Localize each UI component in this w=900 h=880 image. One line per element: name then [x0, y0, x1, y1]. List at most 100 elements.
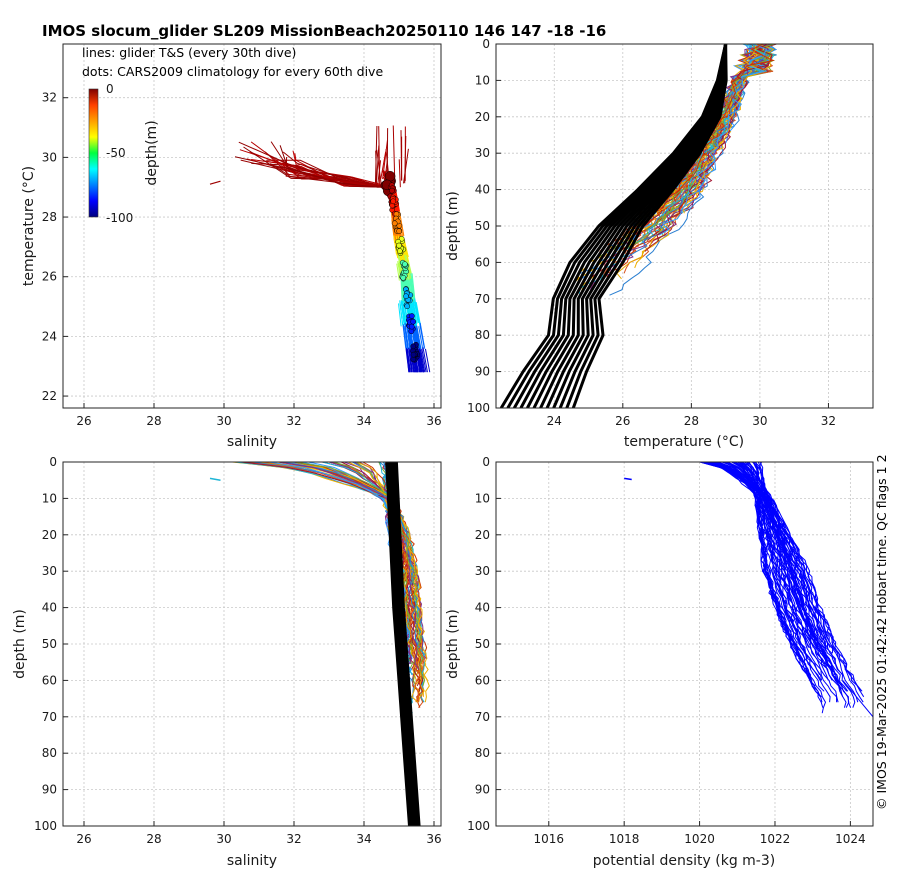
ts-climatology-dot-2-13 [390, 198, 397, 205]
temp-ytick-label-10: 100 [467, 401, 490, 415]
colorbar-tick-0: 0 [106, 82, 114, 96]
sal-plot-frame [62, 461, 442, 827]
ts-tick-labels: 26 28 30 32 34 36 22 24 26 28 30 32 [42, 91, 442, 428]
temp-tick-labels: 24 26 28 30 32 0 10 20 30 40 50 60 70 80 90 100 [467, 37, 836, 428]
sal-ytick-label-10: 100 [34, 819, 57, 833]
dens-deep-segment [842, 680, 873, 718]
dens-tick-labels: 1016 1018 1020 1022 102401020304050607080901… [467, 455, 866, 846]
ts-profile-27-seg-6 [412, 302, 418, 326]
ts-profile-31-seg-6 [399, 300, 404, 325]
sal-xtick-label-1: 28 [146, 832, 161, 846]
ts-climatology-dot-3-13 [396, 228, 402, 234]
sal-xtick-label-0: 26 [76, 832, 91, 846]
ts-profile-23-seg-3 [403, 243, 409, 262]
ts-fresh-streak-25 [289, 163, 392, 188]
ts-profile-12-seg-8 [421, 348, 427, 373]
sal-profile-53 [278, 462, 420, 670]
temp-plot-frame [495, 43, 874, 409]
ts-ylabel: temperature (°C) [21, 166, 37, 286]
ts-gridlines [63, 44, 441, 408]
ts-profile-3-seg-5 [411, 273, 416, 299]
ts-ytick-label-1: 24 [42, 329, 57, 343]
temp-xlabel: temperature (°C) [624, 434, 744, 450]
sal-ytick-label-6: 60 [42, 673, 57, 687]
ts-xlabel: salinity [227, 434, 277, 450]
sal-gridlines [63, 461, 441, 827]
temp-ytick-label-7: 70 [475, 292, 490, 306]
sal-climatology-11 [394, 462, 421, 826]
sal-ytick-label-2: 20 [42, 528, 57, 542]
temp-ytick-label-3: 30 [475, 146, 490, 160]
sal-ytick-label-7: 70 [42, 710, 57, 724]
dens-ylabel: depth (m) [445, 609, 461, 679]
ts-climatology-dot-8-6 [410, 356, 417, 363]
dens-ytick-label-0: 0 [482, 455, 490, 469]
ts-xtick-label-3: 32 [286, 414, 301, 428]
ts-xtick-label-2: 30 [216, 414, 231, 428]
ts-climatology-dot-7-12 [410, 318, 417, 325]
ts-surface-spike-12 [380, 151, 387, 179]
dens-ytick-label-1: 10 [475, 491, 490, 505]
sal-xtick-label-5: 36 [426, 832, 441, 846]
ts-profile-13-seg-7 [419, 322, 426, 348]
ts-xtick-label-4: 34 [356, 414, 371, 428]
sal-ytick-label-8: 80 [42, 746, 57, 760]
dens-xtick-label-2: 1020 [684, 832, 715, 846]
ts-climatology-dot-1-12 [389, 187, 395, 194]
ts-climatology-dot-5-13 [401, 261, 408, 268]
ts-surface-spike-15 [378, 126, 381, 185]
sal-ytick-label-4: 40 [42, 601, 57, 615]
temp-ytick-label-9: 90 [475, 365, 490, 379]
ts-profile-36-seg-7 [404, 322, 409, 348]
temp-xtick-label-3: 30 [752, 414, 767, 428]
sal-profile-51 [283, 462, 421, 648]
ts-ytick-label-3: 28 [42, 210, 57, 224]
sal-isolated-segment [209, 477, 221, 481]
sal-xtick-label-4: 34 [356, 832, 371, 846]
ts-climatology-dot-8-13 [410, 351, 417, 358]
dens-profile-56 [734, 462, 811, 637]
ts-climatology-dot-4-13 [396, 242, 402, 249]
sal-tick-labels: 26 28 30 32 34 36 0 10 20 30 40 50 60 70 80 90 100 [34, 455, 442, 846]
ts-ytick-label-5: 32 [42, 91, 57, 105]
dens-profile-49 [731, 462, 812, 681]
ts-ytick-label-0: 22 [42, 389, 57, 403]
colorbar-gradient [88, 88, 99, 218]
temp-xtick-label-1: 26 [615, 414, 630, 428]
temp-ylabel: depth (m) [445, 191, 461, 261]
ts-xtick-label-0: 26 [76, 414, 91, 428]
dens-ytick-label-8: 80 [475, 746, 490, 760]
ts-fresh-streak-20 [282, 162, 382, 188]
ts-profile-23-seg-5 [410, 278, 415, 303]
ts-ytick-label-2: 26 [42, 270, 57, 284]
dens-isolated-segment [624, 477, 632, 481]
ts-climatology-dot-6-3 [404, 303, 410, 310]
sal-ytick-label-0: 0 [49, 455, 57, 469]
ts-profile-2-seg-6 [415, 302, 422, 326]
ts-profile-9-seg-6 [398, 303, 402, 327]
ts-profile-15-seg-7 [404, 325, 409, 350]
ts-profile-2-seg-8 [424, 348, 431, 373]
ts-profile-22-seg-5 [410, 279, 414, 304]
ts-profile-16-seg-6 [413, 297, 420, 323]
temp-climatology-11 [571, 44, 728, 408]
dens-profile-52 [725, 462, 838, 703]
dens-data-layer [624, 462, 873, 718]
ts-fresh-streak-9 [239, 149, 393, 188]
figure-title: IMOS slocum_glider SL209 MissionBeach202… [42, 22, 606, 40]
ts-data-layer [209, 125, 431, 373]
dens-plot-frame [495, 461, 874, 827]
ts-climatology-dot-3-12 [391, 220, 398, 227]
ts-xtick-label-5: 36 [426, 414, 441, 428]
dens-ytick-label-4: 40 [475, 601, 490, 615]
ts-surface-spike-17 [403, 148, 409, 184]
temp-ytick-label-2: 20 [475, 110, 490, 124]
temp-xtick-label-4: 32 [821, 414, 836, 428]
temp-ytick-label-4: 40 [475, 183, 490, 197]
ts-profile-9-seg-4 [396, 263, 400, 281]
dens-ytick-label-10: 100 [467, 819, 490, 833]
dens-profile-46 [741, 462, 829, 648]
ts-profile-37-seg-6 [403, 297, 408, 323]
colorbar-tick-100: -100 [106, 211, 133, 225]
legend-dots-note: dots: CARS2009 climatology for every 60t… [82, 64, 383, 79]
